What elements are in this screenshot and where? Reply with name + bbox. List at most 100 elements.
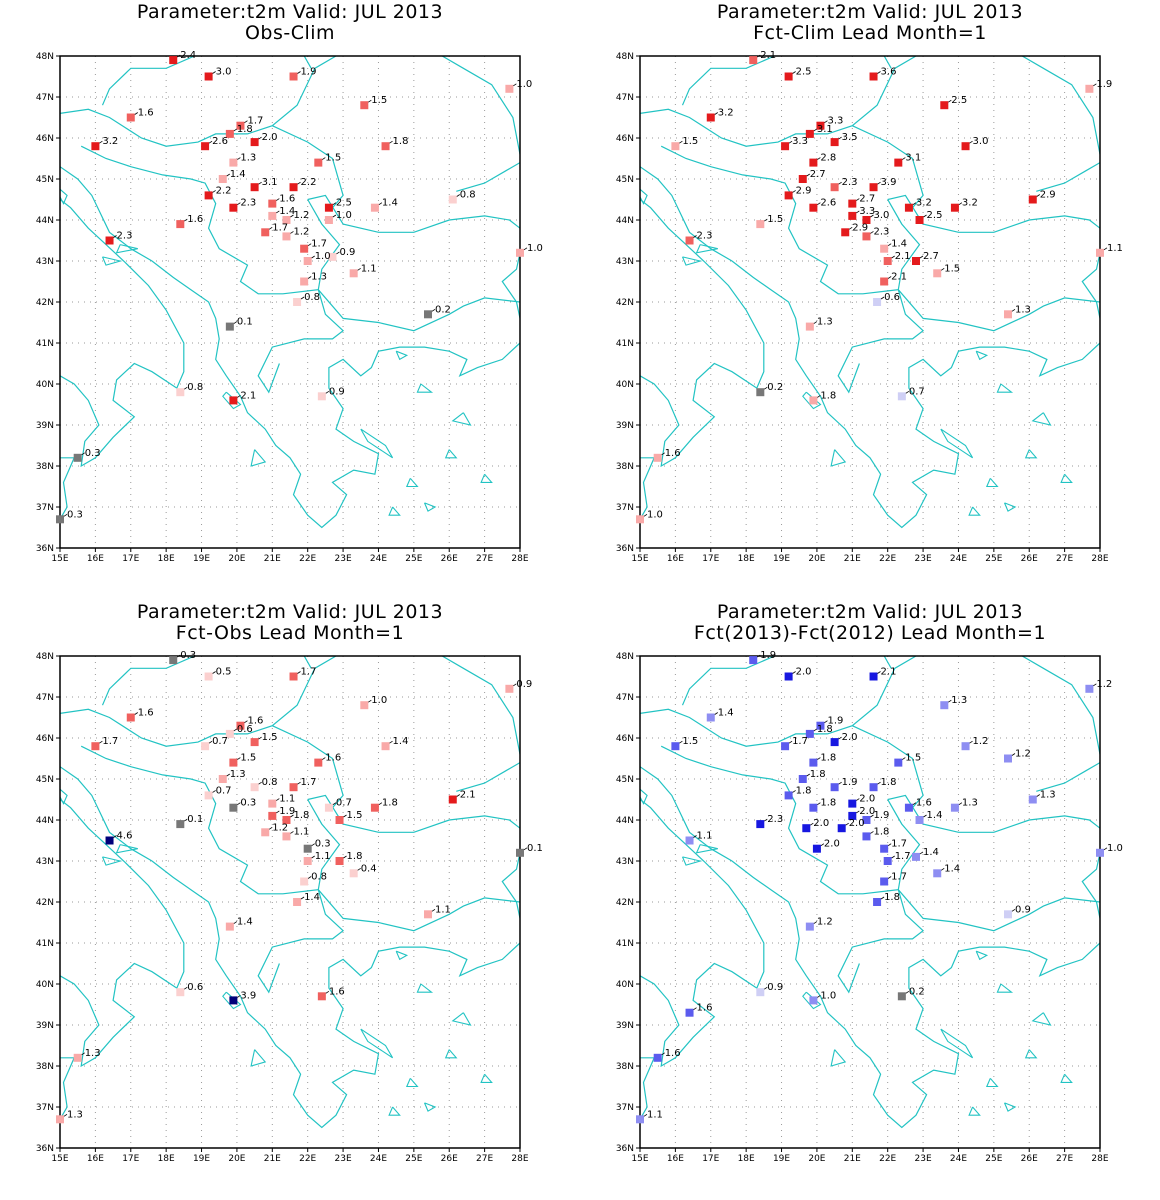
station-square: [250, 183, 259, 192]
station-marker: 1.7: [781, 736, 808, 751]
station-marker: 2.7: [798, 169, 826, 183]
lon-tick-label: 24E: [950, 1154, 967, 1164]
station-marker: 1.9: [289, 67, 316, 81]
station-value-label: 1.3: [67, 1109, 83, 1120]
station-value-label: 1.5: [262, 732, 278, 743]
station-square: [236, 121, 245, 130]
coastlines: [60, 656, 520, 1129]
station-marker: 1.2: [1085, 679, 1112, 693]
station-value-label: 2.1: [891, 272, 907, 283]
station-marker: 0.8: [300, 872, 327, 886]
station-value-label: 1.4: [927, 810, 943, 821]
station-marker: 1.5: [360, 95, 387, 110]
station-marker: 1.0: [505, 79, 532, 93]
map-panel-fct-obs: Parameter:t2m Valid: JUL 2013 Fct-Obs Le…: [0, 600, 580, 1200]
station-marker: 1.7: [880, 872, 907, 886]
station-marker: 1.3: [805, 317, 833, 331]
station-square: [1004, 310, 1012, 319]
station-value-label: 0.1: [187, 814, 203, 825]
station-square: [303, 857, 312, 865]
station-value-label: 0.9: [1015, 904, 1031, 915]
station-marker: 1.8: [809, 390, 836, 405]
station-value-label: 3.0: [973, 136, 989, 147]
station-marker: 1.5: [335, 810, 362, 824]
station-square: [706, 113, 715, 122]
station-value-label: 1.8: [820, 753, 836, 764]
station-value-label: 1.1: [697, 831, 713, 842]
lon-tick-label: 27E: [1056, 1154, 1073, 1164]
station-value-label: 3.2: [916, 198, 932, 209]
lon-tick-label: 15E: [51, 1154, 68, 1164]
lon-tick-label: 16E: [667, 554, 684, 564]
station-square: [880, 877, 889, 886]
station-marker: 2.8: [809, 153, 836, 167]
station-square: [1004, 910, 1012, 919]
lon-tick-label: 16E: [667, 1154, 684, 1164]
station-marker: 1.8: [335, 851, 362, 865]
station-square: [869, 72, 878, 81]
station-square: [349, 869, 358, 878]
lon-tick-label: 27E: [476, 1154, 493, 1164]
station-value-label: 1.1: [1107, 243, 1123, 254]
station-marker: 1.1: [636, 1109, 663, 1124]
lon-tick-label: 20E: [808, 1154, 825, 1164]
lon-tick-label: 25E: [985, 1154, 1002, 1164]
station-marker: 1.8: [809, 753, 836, 767]
lon-tick-label: 23E: [335, 1154, 352, 1164]
station-marker: 2.9: [841, 222, 868, 237]
station-square: [756, 388, 765, 397]
panel-subtitle: Fct-Clim Lead Month=1: [753, 22, 987, 44]
station-value-label: 0.9: [767, 982, 783, 993]
station-value-label: 1.5: [682, 736, 698, 747]
station-square: [781, 142, 790, 151]
station-marker: 1.4: [268, 206, 295, 220]
station-marker: 0.1: [516, 843, 543, 857]
station-marker: 1.2: [1004, 749, 1031, 763]
station-value-label: 1.4: [304, 892, 320, 903]
station-square: [225, 922, 234, 931]
station-square: [784, 191, 793, 200]
station-value-label: 0.7: [216, 785, 232, 796]
station-marker: 1.6: [126, 708, 154, 722]
lon-tick-label: 23E: [915, 1154, 932, 1164]
station-square: [516, 848, 524, 857]
station-value-label: 1.7: [247, 116, 263, 127]
station-square: [317, 992, 326, 1001]
station-marker: 1.8: [873, 892, 900, 906]
station-marker: 2.1: [869, 667, 896, 681]
station-marker: 1.3: [1028, 790, 1056, 804]
station-square: [324, 216, 333, 224]
station-square: [303, 844, 312, 853]
station-square: [324, 203, 333, 212]
station-value-label: 0.8: [460, 190, 476, 201]
gridlines: [60, 56, 520, 548]
station-marker: 2.3: [830, 177, 858, 192]
station-marker: 1.6: [176, 214, 203, 229]
station-square: [105, 836, 114, 845]
station-marker: 1.8: [225, 124, 253, 138]
station-value-label: 1.0: [527, 243, 543, 254]
station-value-label: 0.4: [361, 863, 377, 874]
station-square: [1028, 195, 1037, 204]
lat-tick-label: 42N: [616, 898, 634, 908]
lat-tick-label: 37N: [36, 503, 54, 513]
station-square: [505, 684, 514, 693]
lat-tick-label: 36N: [616, 544, 634, 554]
station-marker: 0.6: [225, 724, 253, 738]
lon-tick-label: 26E: [441, 1154, 458, 1164]
lon-tick-label: 15E: [631, 1154, 648, 1164]
station-marker: 1.9: [268, 806, 295, 820]
station-marker: 1.8: [809, 798, 836, 812]
station-value-label: 2.3: [697, 231, 713, 242]
panel-subtitle: Obs-Clim: [244, 22, 336, 44]
station-value-label: 1.2: [1015, 749, 1031, 760]
lat-tick-label: 42N: [36, 898, 54, 908]
station-value-label: 2.0: [824, 839, 840, 850]
station-square: [805, 729, 814, 738]
lat-tick-label: 44N: [616, 216, 634, 226]
basemap: [640, 56, 1100, 548]
station-square: [229, 996, 238, 1005]
station-square: [370, 803, 379, 812]
station-square: [653, 1053, 662, 1062]
station-marker: 1.8: [869, 777, 896, 792]
